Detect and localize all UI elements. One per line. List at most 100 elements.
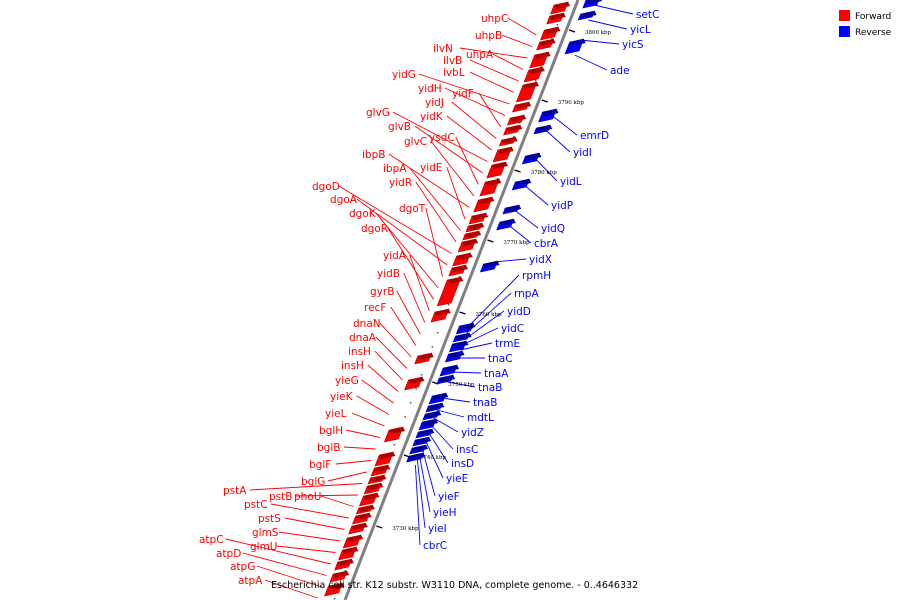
- gene-leader-line: [441, 397, 471, 403]
- gene-shadow: [549, 13, 566, 20]
- forward-gene-glmS[interactable]: glmS: [252, 527, 340, 542]
- forward-gene-recF[interactable]: recF: [364, 302, 417, 346]
- forward-gene-insH[interactable]: insH: [348, 346, 403, 381]
- forward-gene-dgoA[interactable]: dgoA: [330, 194, 448, 266]
- forward-gene-uhpC[interactable]: uhpC: [481, 13, 537, 36]
- gene-leader-line: [508, 224, 532, 244]
- forward-gene-glmU[interactable]: glmU: [250, 541, 336, 553]
- reverse-gene-rpmH[interactable]: rpmH: [469, 270, 551, 326]
- forward-gene-bglB[interactable]: bglB: [317, 442, 376, 454]
- reverse-gene-cbrA[interactable]: cbrA: [508, 224, 559, 250]
- reverse-gene-cbrC[interactable]: cbrC: [414, 464, 447, 552]
- forward-gene-bglG[interactable]: bglG: [301, 471, 367, 488]
- gene-shadow: [462, 239, 479, 246]
- forward-gene-ivbL[interactable]: ivbL: [443, 67, 515, 93]
- reverse-gene-yidZ[interactable]: yidZ: [433, 417, 484, 439]
- forward-gene-atpD[interactable]: atpD: [216, 548, 327, 576]
- forward-gene-gyrB[interactable]: gyrB: [370, 286, 421, 335]
- forward-gene-phoU[interactable]: phoU: [294, 491, 354, 507]
- reverse-gene-ade[interactable]: ade: [574, 54, 630, 77]
- forward-gene-uhpA[interactable]: uhpA: [466, 49, 524, 70]
- legend-reverse[interactable]: Reverse: [839, 26, 892, 38]
- reverse-gene-tnaB[interactable]: tnaB: [447, 381, 503, 394]
- forward-gene-insH[interactable]: insH: [341, 360, 399, 392]
- gene-label: ade: [610, 65, 630, 77]
- reverse-gene-yicL[interactable]: yicL: [588, 19, 651, 36]
- reverse-gene-tnaB[interactable]: tnaB: [441, 397, 497, 409]
- forward-gene-yieL[interactable]: yieL: [325, 408, 385, 427]
- reverse-gene-emrD[interactable]: emrD: [551, 114, 609, 142]
- reverse-gene-yidP[interactable]: yidP: [523, 184, 573, 212]
- forward-gene-glvB[interactable]: glvB: [388, 121, 484, 174]
- reverse-gene-yidI[interactable]: yidI: [545, 129, 592, 159]
- forward-gene-yidH[interactable]: yidH: [418, 83, 506, 116]
- reverse-gene-yieI[interactable]: yieI: [416, 459, 447, 535]
- forward-gene-glvC[interactable]: glvC: [404, 136, 475, 197]
- reverse-gene-yieE[interactable]: yieE: [424, 439, 468, 485]
- forward-gene-yieK[interactable]: yieK: [330, 391, 390, 415]
- gene-leader-line: [459, 342, 493, 351]
- forward-gene-bglH[interactable]: bglH: [319, 425, 381, 438]
- gene-leader-line: [356, 395, 390, 415]
- reverse-gene-mdtL[interactable]: mdtL: [436, 409, 494, 424]
- legend: Forward Reverse: [839, 10, 892, 38]
- forward-gene-ibpA[interactable]: ibpA: [383, 163, 461, 231]
- forward-gene-yidJ[interactable]: yidJ: [425, 97, 497, 139]
- forward-gene-dgoD[interactable]: dgoD: [312, 181, 452, 254]
- gene-shadow: [536, 125, 553, 132]
- gene-label: dnaN: [353, 318, 381, 330]
- reverse-gene-yidQ[interactable]: yidQ: [514, 209, 565, 235]
- gene-leader-line: [425, 207, 444, 277]
- reverse-gene-tnaA[interactable]: tnaA: [451, 368, 510, 380]
- reverse-gene-yieH[interactable]: yieH: [418, 454, 457, 519]
- gene-leader-line: [545, 129, 571, 153]
- gene-leader-line: [249, 483, 363, 491]
- reverse-gene-tnaC[interactable]: tnaC: [456, 353, 513, 365]
- forward-gene-dgoR[interactable]: dgoR: [361, 223, 435, 300]
- reverse-gene-yidD[interactable]: yidD: [463, 306, 531, 341]
- forward-gene-ilvN[interactable]: ilvN: [433, 43, 528, 59]
- forward-gene-ysdC[interactable]: ysdC: [429, 132, 479, 185]
- forward-gene-dgoK[interactable]: dgoK: [349, 208, 439, 289]
- forward-gene-atpC[interactable]: atpC: [199, 534, 332, 565]
- forward-gene-yidF[interactable]: yidF: [452, 88, 502, 128]
- forward-gene-yidA[interactable]: yidA: [383, 250, 430, 312]
- forward-gene-bglF[interactable]: bglF: [309, 459, 372, 471]
- forward-gene-atpG[interactable]: atpG: [230, 561, 323, 588]
- forward-gene-yidB[interactable]: yidB: [377, 268, 426, 323]
- forward-gene-glvG[interactable]: glvG: [366, 107, 488, 162]
- forward-gene-ilvB[interactable]: ilvB: [443, 55, 519, 82]
- reverse-gene-trmE[interactable]: trmE: [459, 338, 520, 351]
- gene-leader-line: [446, 115, 493, 151]
- forward-gene-yieG[interactable]: yieG: [335, 375, 394, 404]
- reverse-gene-yidL[interactable]: yidL: [534, 157, 582, 188]
- forward-gene-pstS[interactable]: pstS: [258, 513, 345, 530]
- reverse-gene-insC[interactable]: insC: [430, 424, 478, 456]
- forward-gene-dnaN[interactable]: dnaN: [353, 318, 412, 358]
- forward-gene-yidG[interactable]: yidG: [392, 69, 510, 105]
- gene-label: yieF: [438, 491, 460, 503]
- forward-gene-yidK[interactable]: yidK: [420, 111, 493, 151]
- forward-gene-atpA[interactable]: atpA: [238, 575, 318, 599]
- reverse-gene-yidC[interactable]: yidC: [461, 323, 524, 346]
- legend-forward[interactable]: Forward: [839, 10, 891, 22]
- forward-gene-dgoT[interactable]: dgoT: [399, 203, 444, 277]
- gene-shadow: [370, 475, 387, 482]
- forward-gene-yidR[interactable]: yidR: [389, 177, 457, 243]
- reverse-gene-setC[interactable]: setC: [593, 4, 659, 21]
- forward-gene-ibpB[interactable]: ibpB: [362, 149, 470, 208]
- gene-shadow: [586, 0, 602, 4]
- minor-tick: [333, 598, 336, 600]
- reverse-gene-insD[interactable]: insD: [427, 431, 474, 470]
- reverse-gene-yicS[interactable]: yicS: [580, 39, 644, 51]
- forward-gene-dnaA[interactable]: dnaA: [349, 332, 408, 369]
- forward-gene-pstB[interactable]: pstB: [269, 491, 358, 503]
- gene-leader-line: [278, 531, 340, 542]
- forward-gene-uhpB[interactable]: uhpB: [475, 30, 533, 47]
- reverse-gene-yidX[interactable]: yidX: [494, 254, 552, 266]
- gene-shadow: [472, 213, 489, 220]
- forward-gene-pstA[interactable]: pstA: [223, 483, 363, 498]
- gene-shadow: [491, 162, 508, 169]
- forward-gene-pstC[interactable]: pstC: [244, 499, 349, 519]
- forward-gene-yidE[interactable]: yidE: [420, 162, 466, 220]
